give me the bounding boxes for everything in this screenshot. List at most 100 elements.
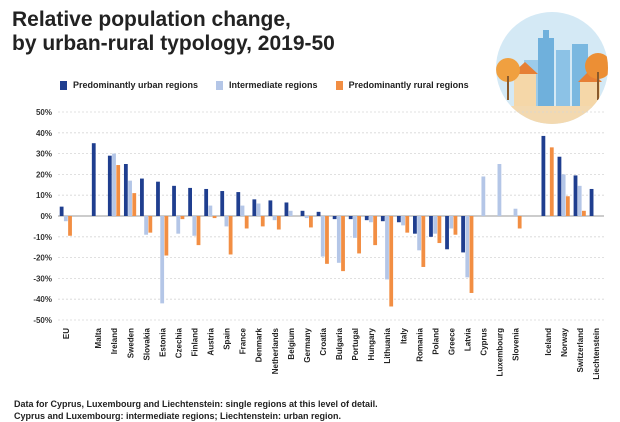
bar [188,187,192,216]
y-tick-label: 10% [36,191,52,200]
footnote-line-1: Data for Cyprus, Luxembourg and Liechten… [14,399,378,409]
legend-item-intermediate: Intermediate regions [216,80,318,90]
y-tick-label: 50% [36,108,52,117]
bar [352,216,357,238]
x-category-label: Latvia [464,327,473,351]
bar [573,175,578,216]
bar [144,216,149,235]
x-category-label: Hungary [367,327,376,360]
x-category-label: Lithuania [383,327,392,363]
bar [433,216,438,234]
bar [204,188,209,216]
bar [453,216,458,235]
bar [429,216,433,237]
bar [389,216,394,307]
x-category-label: Finland [191,328,200,357]
x-category-label: Germany [303,327,312,362]
bar [91,143,96,216]
bar [497,164,502,216]
x-category-label: Portugal [351,328,360,360]
bar [557,156,562,216]
bar [517,216,522,229]
bar [589,188,594,216]
bar [325,216,329,264]
bar [63,216,68,222]
bar [252,199,257,216]
x-category-label: Iceland [544,328,553,356]
legend-swatch-urban [60,80,67,90]
x-category-label: France [239,327,248,354]
y-tick-label: 40% [36,129,52,138]
x-category-label: Estonia [158,327,167,356]
y-tick-label: 0% [40,212,52,221]
y-tick-label: -30% [33,274,52,283]
bar [172,185,176,216]
bar [68,216,72,236]
legend-label-rural: Predominantly rural regions [348,80,469,90]
bar [300,210,305,216]
bar [549,147,554,216]
x-category-label: EU [62,328,71,339]
bar [561,174,566,216]
x-category-label: Belgium [287,328,296,360]
bar [196,216,201,246]
y-tick-label: 30% [36,150,52,159]
x-category-label: Slovakia [142,327,151,360]
bar [228,216,233,255]
x-category-label: Cyprus [480,327,489,355]
legend-label-intermediate: Intermediate regions [229,80,318,90]
footnote-line-2: Cyprus and Luxembourg: intermediate regi… [14,411,342,421]
bar [332,216,337,220]
chart-title-line-1: Relative population change, [12,8,291,31]
bar [244,216,249,229]
chart-title: Relative population change, by urban-rur… [12,8,335,56]
chart-legend: Predominantly urban regions Intermediate… [60,80,487,90]
bar [385,216,389,280]
bar [364,216,369,221]
bar [541,135,546,216]
legend-item-urban: Predominantly urban regions [60,80,198,90]
bar [59,206,64,216]
bar [164,216,169,256]
y-tick-label: -40% [33,295,52,304]
bar [465,216,470,278]
x-category-label: Bulgaria [335,327,344,360]
bar [373,216,378,246]
x-category-label: Greece [447,327,456,355]
bar [417,216,422,251]
legend-swatch-rural [335,80,343,90]
bar [208,205,213,216]
x-category-label: Malta [94,327,103,348]
bar [577,185,582,216]
bar [284,202,289,216]
city-skyline-illustration [496,12,608,124]
bar [132,193,137,216]
bar [369,216,373,223]
x-category-label: Switzerland [576,328,585,373]
bar [276,216,281,230]
bar [236,192,241,216]
bar [160,216,165,304]
x-category-label: Spain [223,328,232,350]
x-category-label: Poland [431,328,440,355]
x-category-label: Denmark [255,327,264,362]
bar [192,216,197,236]
x-category-label: Italy [399,327,408,344]
x-category-label: Slovenia [512,327,521,360]
x-category-label: Luxembourg [496,328,505,377]
bar [421,216,426,267]
chart-title-line-2: by urban-rural typology, 2019-50 [12,32,335,55]
bar [582,210,586,216]
bar [565,196,570,216]
x-category-label: Croatia [319,327,328,355]
bar [445,216,449,250]
bar [220,191,225,216]
bar [401,216,405,226]
bar [156,181,160,216]
bar [148,216,153,233]
bar [128,180,132,216]
bar [260,216,265,227]
bar [288,210,293,216]
bar-chart: -50% -40% -30% -20% -10% 0% 10% 20% 30% 40% 50% EU M… [33,108,604,380]
bar [348,216,353,220]
